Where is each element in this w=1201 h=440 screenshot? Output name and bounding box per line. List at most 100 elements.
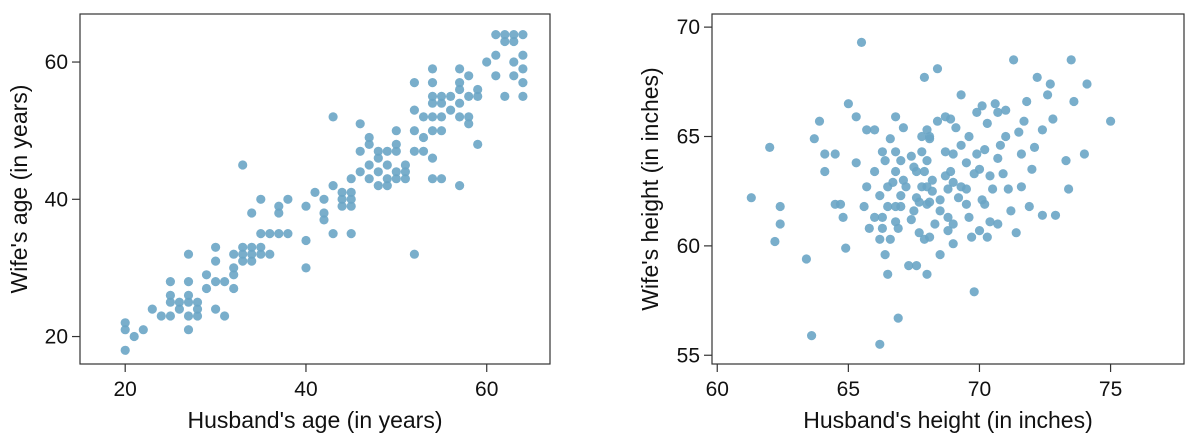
height-scatter-point	[922, 156, 932, 166]
age-scatter-point	[156, 311, 166, 321]
age-y-axis-label: Wife's age (in years)	[6, 85, 32, 294]
age-scatter-point	[174, 297, 184, 307]
age-scatter-point	[319, 215, 329, 225]
age-scatter-point	[120, 318, 130, 328]
height-scatter-point	[988, 184, 998, 194]
age-scatter-point	[464, 71, 474, 81]
height-scatter-point	[1019, 116, 1029, 126]
height-x-tick-label: 60	[706, 378, 729, 401]
height-scatter-point	[972, 107, 982, 117]
height-scatter-point	[843, 99, 854, 109]
age-y-tick-label: 40	[45, 188, 68, 211]
height-y-tick-label: 55	[677, 344, 700, 367]
height-scatter-point	[1001, 105, 1011, 115]
age-scatter-point	[391, 139, 401, 149]
age-scatter-point	[382, 160, 392, 170]
age-scatter-point	[256, 229, 266, 239]
height-scatter-point	[856, 37, 867, 48]
height-scatter-point	[1024, 201, 1034, 212]
height-scatter-point	[1061, 156, 1071, 166]
height-scatter-point	[820, 149, 830, 159]
height-scatter-point	[891, 166, 901, 177]
age-scatter-point	[247, 249, 257, 259]
height-scatter-point	[807, 331, 817, 341]
height-scatter-point	[964, 212, 974, 222]
height-scatter-point	[891, 147, 901, 157]
height-scatter-point	[974, 164, 985, 174]
height-scatter-point	[814, 116, 825, 126]
height-scatter-point	[1048, 114, 1058, 124]
height-scatter-point	[919, 72, 930, 82]
age-scatter-point	[427, 112, 438, 122]
age-scatter-point	[229, 283, 239, 294]
age-scatter-point	[174, 304, 184, 314]
height-scatter-point	[1001, 131, 1011, 142]
age-scatter-point	[346, 201, 356, 211]
height-scatter-point	[1050, 210, 1061, 220]
age-scatter-point	[364, 174, 374, 184]
height-scatter-point	[964, 131, 974, 142]
height-scatter-point	[880, 156, 890, 166]
height-scatter-point	[1011, 228, 1021, 238]
age-scatter-point	[211, 277, 221, 287]
age-scatter-point	[518, 91, 528, 101]
height-scatter-point	[885, 134, 895, 144]
height-scatter-point	[1009, 55, 1019, 65]
age-scatter-point	[337, 187, 347, 197]
height-scatter-point	[943, 226, 953, 236]
height-scatter-point	[943, 212, 953, 222]
height-scatter-point	[906, 151, 916, 161]
age-scatter-point	[183, 311, 194, 321]
age-y-tick-label: 20	[45, 326, 68, 349]
height-scatter-point	[896, 201, 906, 212]
age-scatter-point	[464, 112, 474, 122]
height-scatter-point	[993, 107, 1003, 117]
age-scatter-point	[301, 263, 311, 273]
height-scatter-point	[870, 166, 880, 177]
height-scatter-point	[980, 145, 990, 155]
age-scatter-point	[500, 29, 510, 40]
age-scatter-point	[220, 311, 230, 321]
height-scatter-point	[830, 149, 840, 159]
age-scatter-point	[482, 57, 492, 67]
age-scatter-point	[455, 181, 465, 191]
age-scatter-point	[446, 91, 456, 101]
age-scatter-point	[427, 64, 438, 74]
age-scatter-point	[238, 160, 248, 170]
height-scatter-point	[930, 219, 940, 229]
age-scatter-points	[120, 29, 528, 355]
age-scatter-point	[391, 126, 401, 136]
height-scatter-point	[925, 131, 935, 142]
age-scatter-point	[455, 78, 465, 88]
height-scatter-point	[953, 193, 964, 203]
age-scatter-point	[138, 325, 148, 335]
height-scatter-point	[946, 114, 956, 124]
height-scatter-point	[838, 212, 848, 222]
age-scatter-point	[192, 311, 203, 321]
height-scatter-point	[993, 219, 1003, 229]
height-scatter-point	[1029, 142, 1040, 152]
height-scatter-point	[1045, 79, 1055, 89]
height-scatter-point	[914, 197, 924, 207]
height-scatter-point	[946, 166, 956, 177]
height-plot-frame	[711, 13, 1185, 365]
height-scatter-point	[875, 234, 885, 244]
age-scatter-point	[183, 290, 194, 300]
height-scatter-point	[859, 201, 869, 212]
age-scatter-point	[464, 119, 474, 129]
age-scatter-point	[400, 167, 410, 177]
height-scatter-point	[880, 250, 890, 260]
height-scatter-point	[883, 201, 893, 212]
age-scatter-point	[274, 229, 284, 239]
age-scatter-point	[409, 105, 419, 115]
height-scatter-point	[765, 142, 775, 152]
height-scatter-point	[914, 228, 924, 238]
height-scatter-point	[943, 184, 953, 194]
height-scatter-point	[870, 125, 880, 135]
height-scatter-point	[875, 191, 885, 201]
height-scatter-point	[877, 147, 888, 157]
age-axis-ticks: 20 40 60 20 40 60	[45, 51, 499, 401]
height-scatter-point	[1032, 72, 1042, 82]
